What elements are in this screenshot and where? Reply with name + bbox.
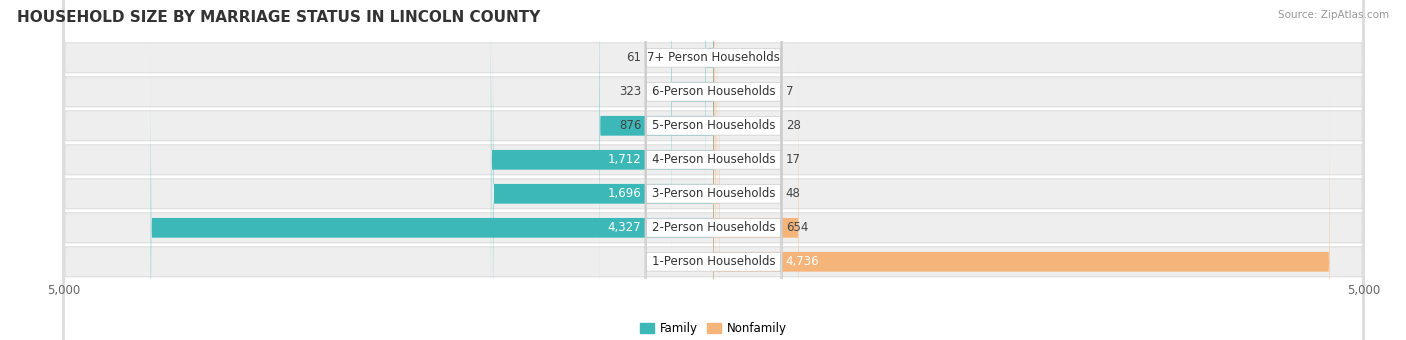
Legend: Family, Nonfamily: Family, Nonfamily	[636, 317, 792, 340]
FancyBboxPatch shape	[713, 0, 717, 320]
Text: 4,327: 4,327	[607, 221, 641, 234]
FancyBboxPatch shape	[491, 0, 713, 340]
Text: 48: 48	[786, 187, 800, 200]
Text: 2-Person Households: 2-Person Households	[652, 221, 775, 234]
Text: 5-Person Households: 5-Person Households	[652, 119, 775, 132]
FancyBboxPatch shape	[713, 0, 720, 340]
FancyBboxPatch shape	[645, 0, 782, 340]
Text: 28: 28	[786, 119, 800, 132]
Text: Source: ZipAtlas.com: Source: ZipAtlas.com	[1278, 10, 1389, 20]
Text: 17: 17	[786, 153, 801, 166]
Text: 4-Person Households: 4-Person Households	[652, 153, 775, 166]
FancyBboxPatch shape	[645, 0, 782, 340]
Text: 876: 876	[619, 119, 641, 132]
Text: 1,712: 1,712	[607, 153, 641, 166]
Text: 3-Person Households: 3-Person Households	[652, 187, 775, 200]
Text: 61: 61	[626, 51, 641, 64]
Text: 6-Person Households: 6-Person Households	[652, 85, 775, 98]
FancyBboxPatch shape	[63, 0, 1364, 340]
FancyBboxPatch shape	[706, 0, 713, 252]
FancyBboxPatch shape	[713, 0, 716, 340]
FancyBboxPatch shape	[645, 0, 782, 340]
Text: 1,696: 1,696	[607, 187, 641, 200]
FancyBboxPatch shape	[63, 0, 1364, 340]
FancyBboxPatch shape	[63, 0, 1364, 340]
FancyBboxPatch shape	[713, 34, 799, 340]
Text: 323: 323	[619, 85, 641, 98]
FancyBboxPatch shape	[599, 0, 713, 320]
FancyBboxPatch shape	[645, 0, 782, 340]
Text: 7: 7	[786, 85, 793, 98]
Text: 7+ Person Households: 7+ Person Households	[647, 51, 780, 64]
FancyBboxPatch shape	[63, 0, 1364, 340]
FancyBboxPatch shape	[63, 0, 1364, 340]
FancyBboxPatch shape	[63, 0, 1364, 340]
FancyBboxPatch shape	[494, 0, 713, 340]
FancyBboxPatch shape	[645, 0, 782, 340]
FancyBboxPatch shape	[645, 0, 782, 340]
FancyBboxPatch shape	[150, 34, 713, 340]
FancyBboxPatch shape	[672, 0, 713, 286]
Text: 4,736: 4,736	[786, 255, 820, 268]
FancyBboxPatch shape	[63, 0, 1364, 340]
Text: HOUSEHOLD SIZE BY MARRIAGE STATUS IN LINCOLN COUNTY: HOUSEHOLD SIZE BY MARRIAGE STATUS IN LIN…	[17, 10, 540, 25]
FancyBboxPatch shape	[645, 0, 782, 340]
Text: 654: 654	[786, 221, 808, 234]
Text: 1-Person Households: 1-Person Households	[652, 255, 775, 268]
FancyBboxPatch shape	[713, 68, 1330, 340]
